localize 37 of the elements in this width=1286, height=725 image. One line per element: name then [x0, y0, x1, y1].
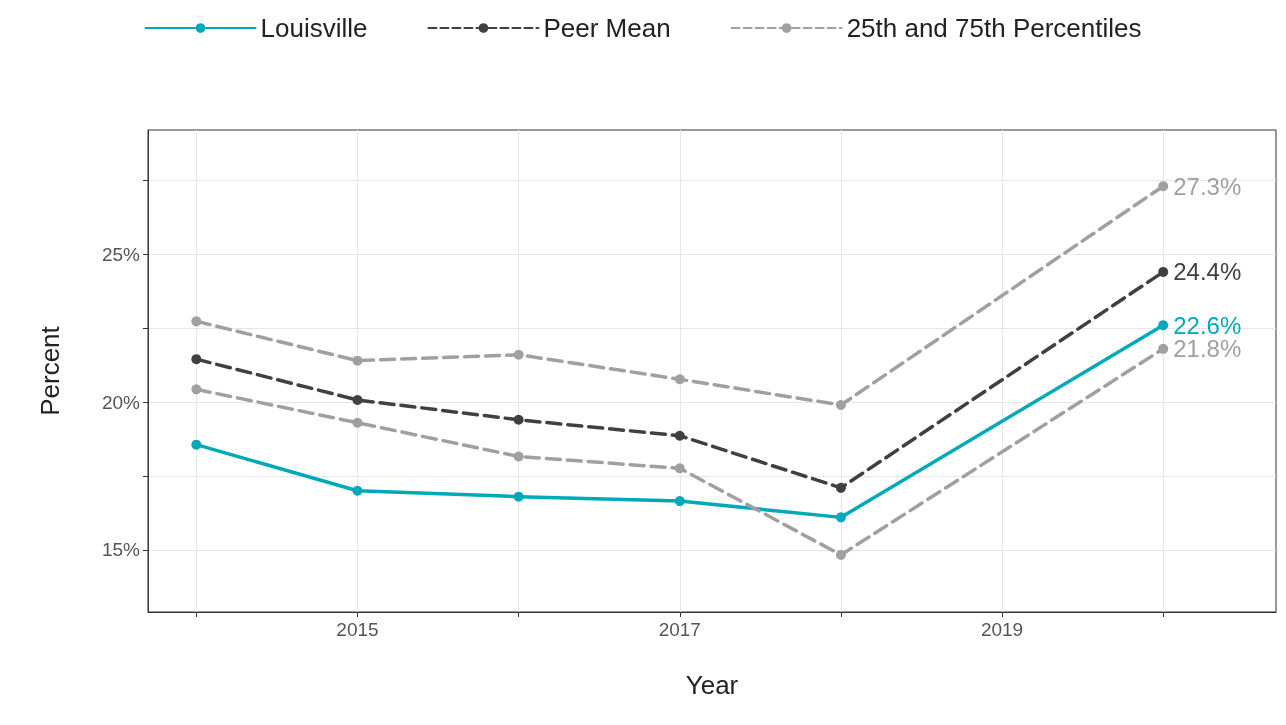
point: [352, 394, 363, 405]
x-tick-label: 2017: [658, 619, 701, 640]
point: [674, 430, 685, 441]
x-axis-title: Year: [685, 670, 739, 700]
point: [835, 512, 846, 523]
point: [1158, 266, 1169, 277]
point: [191, 316, 202, 327]
point: [513, 451, 524, 462]
point: [674, 496, 685, 507]
point: [513, 414, 524, 425]
point: [513, 349, 524, 360]
point: [1158, 181, 1169, 192]
point: [835, 482, 846, 493]
data-label: 24.4%: [1173, 258, 1242, 286]
y-tick-label: 25%: [101, 243, 141, 265]
x-tick-label: 2019: [980, 619, 1024, 640]
y-tick-label: 20%: [101, 391, 141, 413]
point: [674, 374, 685, 385]
point: [1158, 343, 1169, 354]
legend-label: Louisville: [260, 13, 368, 43]
point: [191, 354, 202, 365]
point: [1158, 320, 1169, 331]
y-tick-label: 15%: [101, 539, 141, 561]
point: [352, 355, 363, 366]
data-label: 27.3%: [1173, 172, 1242, 200]
point: [191, 439, 202, 450]
point: [352, 485, 363, 496]
point: [835, 549, 846, 560]
x-tick-label: 2015: [336, 619, 379, 640]
y-axis-title: Percent: [35, 325, 65, 416]
point: [835, 400, 846, 410]
legend-label: Peer Mean: [543, 13, 671, 43]
point: [513, 491, 524, 502]
legend-label: 25th and 75th Percentiles: [846, 13, 1142, 43]
point: [674, 463, 685, 474]
point: [352, 417, 363, 428]
point: [191, 384, 202, 395]
